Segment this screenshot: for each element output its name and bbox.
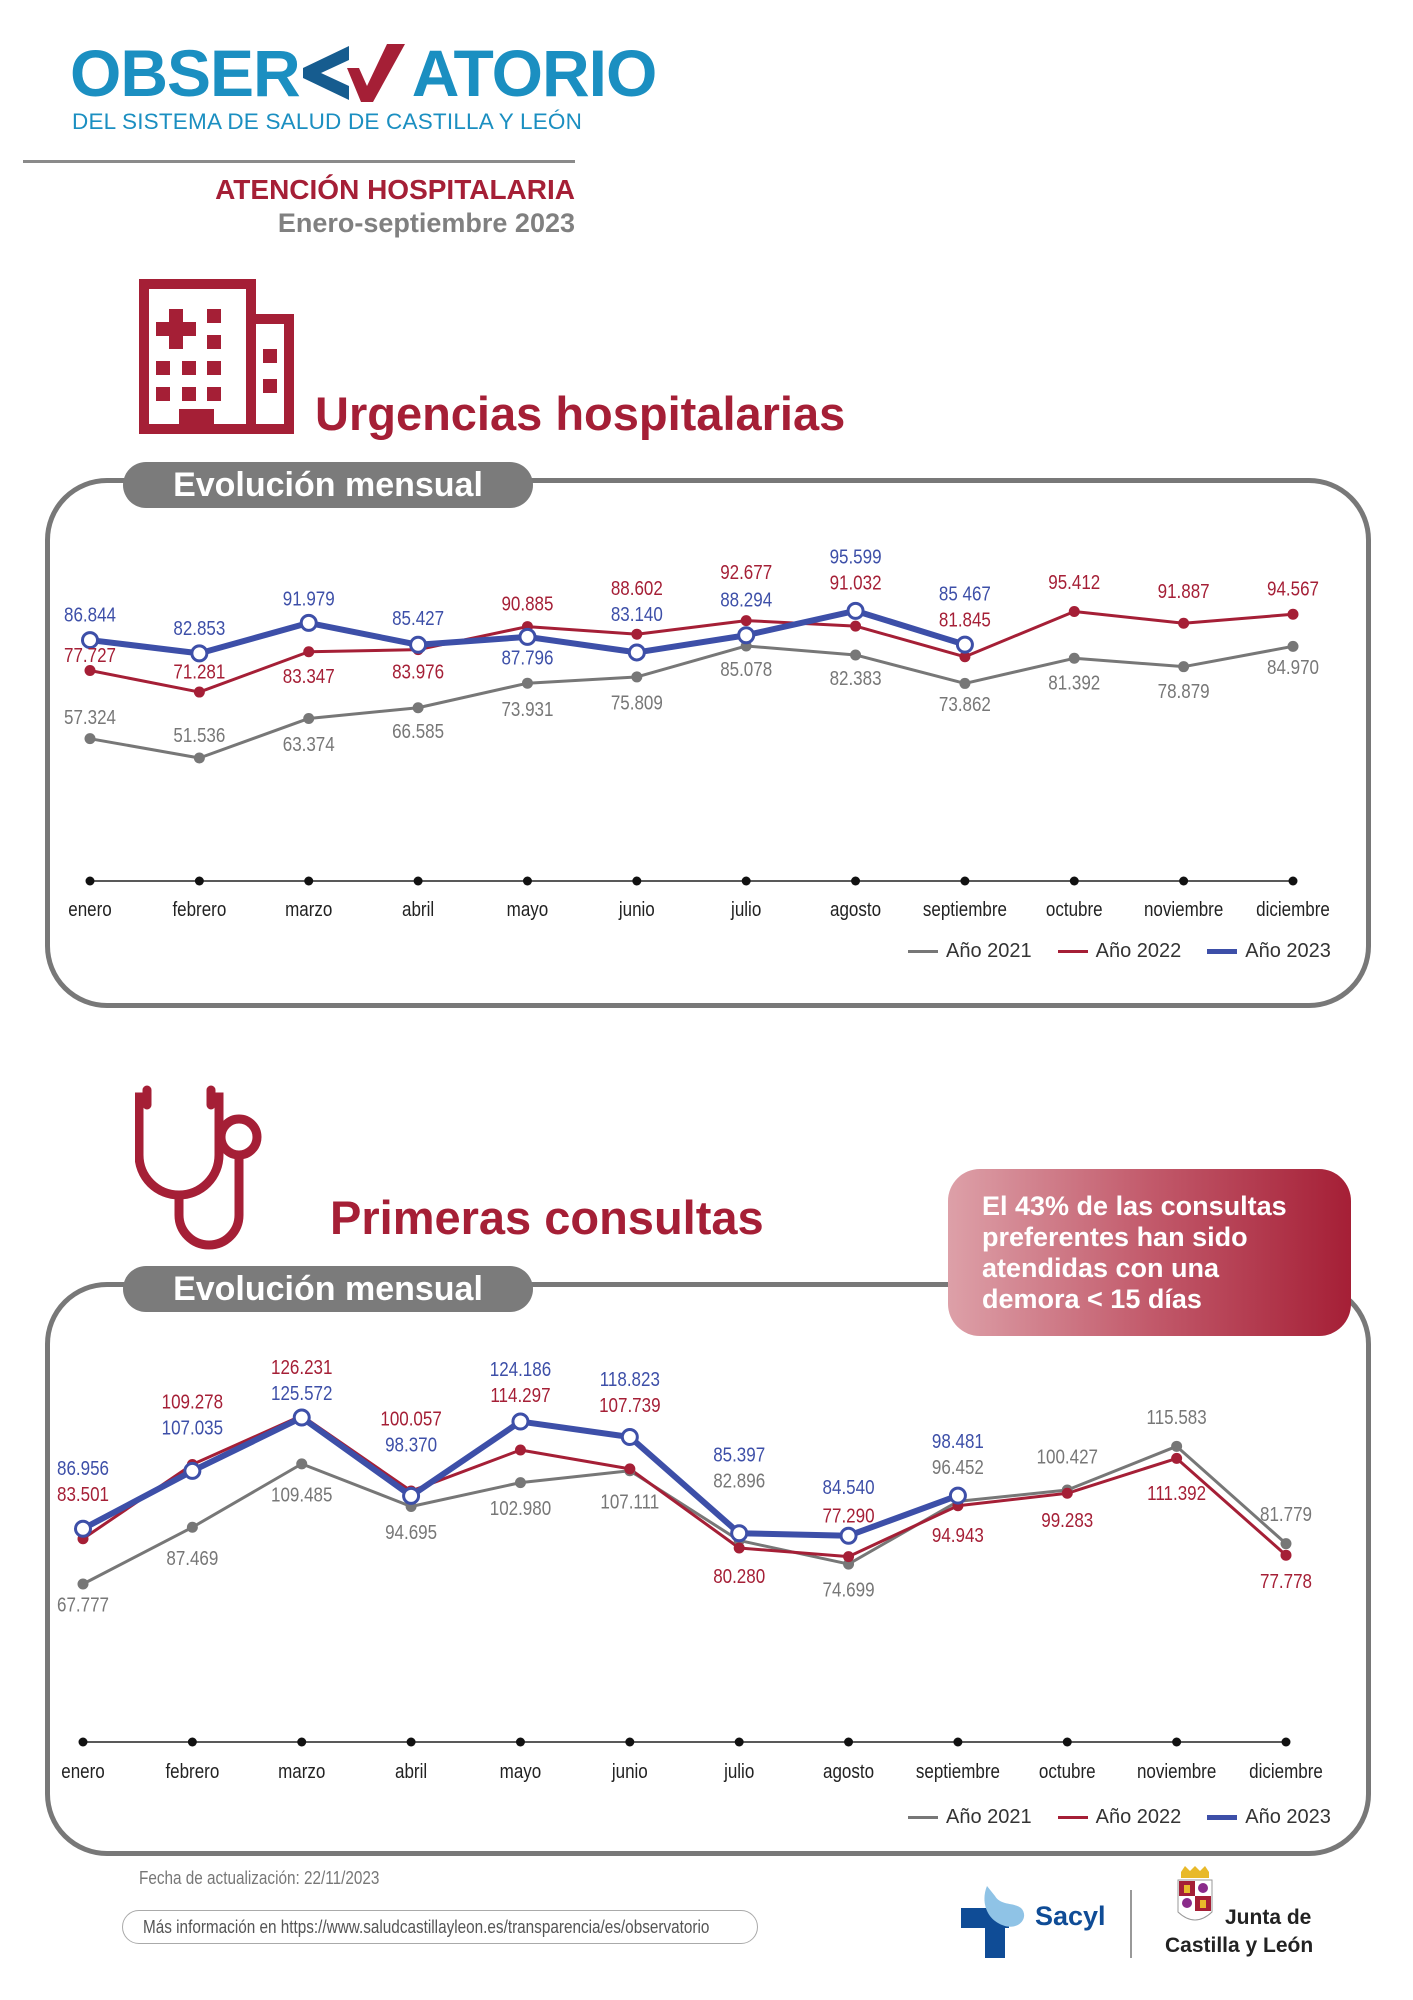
logo-chevron-check-icon [302,44,405,102]
callout-line: demora < 15 días [982,1284,1202,1314]
legend-item-2023: Año 2023 [1207,940,1331,963]
consultas-subtitle-pill: Evolución mensual [123,1266,533,1312]
more-info-link[interactable]: Más información en https://www.saludcast… [122,1910,758,1944]
junta-text-line2: Castilla y León [1165,1934,1314,1957]
legend-label: Año 2023 [1245,940,1331,962]
legend-label: Año 2021 [946,940,1032,962]
urgencias-heading: Urgencias hospitalarias [315,387,846,440]
callout-box: El 43% de las consultas preferentes han … [948,1169,1351,1336]
legend-item-2022: Año 2022 [1057,940,1182,963]
header-divider [23,160,575,163]
update-date: Fecha de actualización: 22/11/2023 [139,1868,380,1888]
callout-line: El 43% de las consultas [982,1191,1287,1221]
legend-label: Año 2022 [1095,940,1182,962]
legend-swatch-2021 [908,950,938,953]
legend-item-2023: Año 2023 [1207,1806,1331,1829]
legend-label: Año 2021 [946,1806,1032,1828]
junta-logo: Junta de Castilla y León [1163,1866,1323,1962]
legend-swatch-2022 [1057,950,1088,953]
legend-label: Año 2022 [1095,1806,1182,1828]
consultas-panel [45,1282,1371,1856]
observatorio-logo: OBSER ATORIO [70,36,658,110]
section-title: ATENCIÓN HOSPITALARIA [215,174,575,205]
callout-line: atendidas con una [982,1253,1220,1283]
urgencias-legend: Año 2021 Año 2022 Año 2023 [908,940,1331,963]
consultas-heading: Primeras consultas [330,1191,764,1244]
coat-of-arms-icon [1177,1866,1213,1921]
logo-text-left: OBSER [70,36,301,110]
callout-line: preferentes han sido [982,1222,1248,1252]
legend-swatch-2021 [908,1816,938,1819]
legend-swatch-2022 [1057,1816,1088,1819]
legend-item-2021: Año 2021 [908,1806,1032,1829]
sacyl-text: Sacyl [1035,1901,1106,1931]
urgencias-panel [45,478,1371,1008]
stethoscope-icon [135,1085,262,1250]
urgencias-subtitle-pill: Evolución mensual [123,462,533,508]
footer-divider [1130,1890,1132,1958]
legend-swatch-2023 [1207,1815,1238,1820]
logo-text-right: ATORIO [411,36,658,110]
logo-subtitle: DEL SISTEMA DE SALUD DE CASTILLA Y LEÓN [72,109,583,134]
legend-label: Año 2023 [1245,1806,1331,1828]
hospital-building-icon [139,279,294,434]
more-info-text[interactable]: Más información en https://www.saludcast… [143,1916,710,1937]
legend-item-2021: Año 2021 [908,940,1032,963]
sacyl-logo: Sacyl [961,1886,1111,1958]
period-subtitle: Enero-septiembre 2023 [277,208,575,238]
legend-swatch-2023 [1207,949,1238,954]
junta-text-line1: Junta de [1225,1906,1312,1929]
legend-item-2022: Año 2022 [1057,1806,1182,1829]
consultas-legend: Año 2021 Año 2022 Año 2023 [908,1806,1331,1829]
sacyl-cross-icon [961,1886,1025,1958]
